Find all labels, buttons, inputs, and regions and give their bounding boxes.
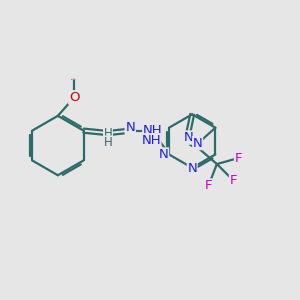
Text: F: F: [205, 179, 212, 192]
Text: N: N: [183, 131, 193, 144]
Text: N: N: [159, 148, 169, 161]
Text: methoxy: methoxy: [71, 78, 77, 80]
Text: H: H: [103, 127, 112, 140]
Text: N: N: [125, 124, 135, 137]
Text: N: N: [193, 136, 202, 150]
Text: F: F: [235, 152, 242, 165]
Text: O: O: [69, 91, 80, 104]
Text: H: H: [103, 136, 112, 149]
Text: O: O: [69, 91, 80, 104]
Text: N: N: [187, 162, 197, 175]
Text: F: F: [230, 174, 237, 187]
Text: NH: NH: [143, 124, 162, 137]
Text: N: N: [125, 121, 135, 134]
Text: NH: NH: [141, 134, 161, 147]
